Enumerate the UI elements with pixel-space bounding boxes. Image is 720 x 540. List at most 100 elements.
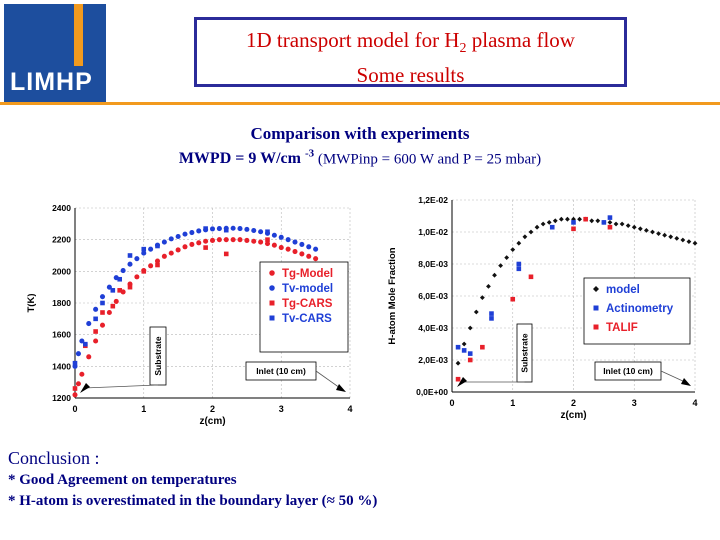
- data-point: [209, 226, 216, 232]
- data-point: [285, 246, 291, 252]
- data-point: [161, 239, 167, 245]
- data-point: [619, 221, 625, 227]
- data-point: [113, 298, 119, 304]
- x-tick-label: 2: [210, 404, 215, 414]
- data-point: [278, 234, 284, 240]
- x-tick-label: 3: [279, 404, 284, 414]
- data-point: [189, 230, 195, 236]
- data-point: [480, 344, 485, 350]
- data-point: [292, 239, 298, 245]
- data-point: [467, 325, 473, 331]
- condition-line: MWPD = 9 W/cm -3 (MWPinp = 600 W and P =…: [178, 148, 542, 168]
- data-point: [93, 316, 98, 322]
- legend-label: Tv-model: [282, 283, 333, 295]
- y-axis-label: H-atom Mole Fraction: [387, 247, 398, 344]
- data-point: [148, 263, 154, 269]
- substrate-arrowhead: [457, 377, 467, 387]
- data-point: [265, 237, 270, 242]
- data-point: [546, 220, 552, 225]
- slide-title-line2: Some results: [356, 63, 465, 88]
- data-point: [99, 322, 106, 328]
- data-point: [461, 348, 467, 353]
- data-point: [516, 240, 522, 246]
- data-point: [510, 247, 516, 252]
- data-point: [686, 239, 692, 244]
- legend-label: Tg-CARS: [282, 298, 333, 310]
- data-point: [93, 338, 99, 344]
- header-divider: [0, 102, 720, 105]
- data-point: [127, 284, 133, 290]
- data-point: [237, 226, 243, 232]
- x-tick-label: 3: [632, 398, 637, 408]
- data-point: [498, 263, 503, 268]
- conclusion-item: * H-atom is overestimated in the boundar…: [8, 493, 378, 509]
- data-point: [549, 224, 555, 230]
- legend-marker: [269, 300, 275, 306]
- data-point: [510, 296, 516, 302]
- data-point: [155, 243, 160, 249]
- data-point: [583, 216, 588, 222]
- legend-marker: [593, 324, 599, 330]
- data-point: [223, 237, 229, 243]
- data-point: [565, 216, 570, 222]
- data-point: [285, 237, 291, 243]
- y-tick-label: 2400: [52, 203, 71, 213]
- data-point: [175, 233, 181, 240]
- data-point: [148, 246, 154, 252]
- x-tick-label: 2: [571, 398, 576, 408]
- data-point: [613, 221, 619, 227]
- inlet-label: Inlet (10 cm): [256, 366, 306, 376]
- y-tick-label: 6,0E-03: [418, 291, 448, 301]
- data-point: [258, 229, 264, 235]
- data-point: [155, 262, 160, 268]
- y-tick-label: 0,0E+00: [416, 387, 448, 397]
- data-point: [134, 256, 140, 262]
- data-point: [461, 341, 467, 347]
- y-tick-label: 2,0E-03: [418, 355, 448, 365]
- y-tick-label: 2000: [52, 266, 71, 276]
- data-point: [489, 311, 494, 316]
- data-point: [631, 224, 637, 230]
- data-point: [93, 329, 98, 334]
- slide-title-box: 1D transport model for H2 plasma flow So…: [194, 17, 627, 87]
- data-point: [72, 360, 78, 366]
- substrate-arrowhead: [80, 383, 90, 393]
- data-point: [265, 229, 270, 235]
- data-point: [223, 227, 229, 233]
- data-point: [299, 241, 305, 247]
- data-point: [668, 234, 674, 240]
- limhp-logo: LIMHP: [4, 4, 106, 104]
- data-point: [534, 224, 540, 230]
- data-point: [75, 381, 81, 387]
- substrate-label: Substrate: [153, 336, 163, 375]
- data-point: [86, 354, 92, 360]
- legend-label: TALIF: [606, 322, 638, 334]
- data-point: [625, 223, 631, 228]
- data-point: [161, 253, 167, 259]
- data-point: [313, 256, 319, 262]
- logo-accent-bar: [74, 4, 83, 66]
- data-point: [601, 220, 607, 225]
- data-point: [110, 288, 116, 293]
- x-axis-label: z(cm): [199, 416, 225, 427]
- data-point: [455, 376, 461, 382]
- data-point: [607, 215, 613, 220]
- x-tick-label: 4: [347, 404, 352, 414]
- data-point: [75, 351, 81, 357]
- x-tick-label: 0: [449, 398, 454, 408]
- data-point: [110, 303, 116, 309]
- legend-marker: [269, 285, 275, 291]
- data-point: [271, 232, 277, 238]
- conclusion-title: Conclusion :: [8, 448, 100, 468]
- data-point: [86, 321, 92, 327]
- data-point: [182, 231, 188, 237]
- y-tick-label: 1,2E-02: [418, 195, 448, 205]
- y-tick-label: 8,0E-03: [418, 259, 448, 269]
- y-tick-label: 4,0E-03: [418, 323, 448, 333]
- data-point: [209, 237, 216, 243]
- data-point: [196, 228, 202, 234]
- comparison-heading: Comparison with experiments: [250, 124, 470, 143]
- data-point: [306, 244, 312, 250]
- data-point: [72, 392, 78, 398]
- data-point: [93, 306, 99, 312]
